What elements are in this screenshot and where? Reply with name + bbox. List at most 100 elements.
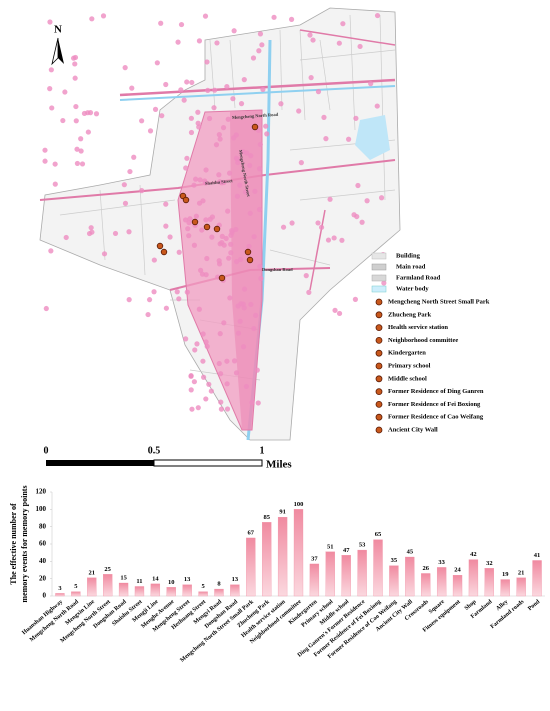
scale-segment bbox=[153, 459, 263, 467]
memory-dot bbox=[228, 250, 234, 256]
bar bbox=[357, 549, 367, 597]
memory-dot bbox=[238, 101, 245, 107]
legend-label: Farmland Road bbox=[396, 274, 441, 281]
memory-dot bbox=[195, 120, 201, 126]
value-label: 65 bbox=[375, 531, 382, 538]
legend-marker bbox=[375, 426, 383, 434]
value-label: 8 bbox=[217, 581, 221, 588]
memory-dot bbox=[151, 289, 157, 295]
memory-dot bbox=[195, 109, 201, 115]
bar bbox=[150, 583, 161, 597]
memory-dot bbox=[211, 105, 217, 111]
memory-dot bbox=[325, 237, 332, 243]
memory-dot bbox=[163, 223, 169, 229]
value-label: 85 bbox=[263, 514, 270, 521]
memory-dot bbox=[89, 16, 95, 22]
memory-dot bbox=[74, 160, 81, 167]
main-road bbox=[119, 78, 396, 97]
memory-dot bbox=[178, 87, 184, 93]
value-label: 13 bbox=[232, 576, 239, 583]
memory-dot bbox=[184, 79, 190, 85]
memory-point bbox=[182, 196, 190, 204]
x-tick-label: Pond bbox=[527, 599, 542, 613]
memory-dot bbox=[251, 325, 257, 332]
memory-dot bbox=[63, 234, 69, 241]
legend-swatch bbox=[371, 285, 387, 293]
memory-dot bbox=[188, 387, 194, 393]
memory-dot bbox=[225, 116, 231, 122]
legend-marker bbox=[375, 413, 383, 421]
legend-label: Main road bbox=[396, 263, 426, 270]
memory-dot bbox=[303, 273, 309, 279]
memory-dot bbox=[218, 406, 225, 412]
memory-dot bbox=[43, 305, 49, 312]
legend-marker bbox=[375, 388, 383, 396]
bar bbox=[103, 574, 113, 597]
memory-dot bbox=[247, 162, 253, 169]
memory-dot bbox=[248, 301, 254, 308]
memory-point bbox=[156, 242, 164, 250]
memory-dot bbox=[52, 181, 58, 187]
memory-dot bbox=[197, 177, 203, 183]
lake bbox=[355, 115, 390, 160]
value-label: 37 bbox=[311, 555, 318, 562]
bar bbox=[341, 555, 351, 597]
memory-dot bbox=[122, 65, 128, 71]
memory-dot bbox=[147, 128, 154, 134]
memory-point bbox=[246, 256, 254, 264]
legend-label: Neighborhood committee bbox=[388, 337, 458, 344]
memory-dot bbox=[185, 226, 191, 232]
memory-dot bbox=[73, 118, 79, 124]
value-label: 14 bbox=[152, 575, 159, 582]
legend-marker bbox=[375, 298, 383, 306]
memory-dot bbox=[331, 235, 337, 241]
bar bbox=[452, 575, 463, 597]
bar bbox=[55, 593, 65, 597]
memory-dot bbox=[163, 81, 169, 88]
legend-marker bbox=[375, 336, 383, 344]
memory-dot bbox=[60, 117, 66, 124]
memory-dot bbox=[289, 220, 295, 226]
memory-dot bbox=[167, 234, 173, 240]
memory-dot bbox=[346, 136, 352, 142]
memory-dot bbox=[315, 220, 321, 226]
memory-dot bbox=[184, 289, 190, 295]
memory-dot bbox=[233, 226, 239, 233]
bar bbox=[293, 509, 304, 597]
memory-dot bbox=[257, 263, 263, 269]
memory-dot bbox=[158, 20, 164, 26]
memory-dot bbox=[163, 201, 169, 207]
memory-dot bbox=[288, 16, 295, 22]
bar bbox=[500, 579, 510, 597]
memory-dot bbox=[368, 81, 374, 87]
memory-dot bbox=[212, 87, 218, 93]
legend-marker bbox=[375, 349, 383, 357]
memory-dot bbox=[336, 40, 342, 46]
memory-dot bbox=[203, 339, 209, 345]
value-label: 24 bbox=[454, 567, 461, 574]
memory-dot bbox=[207, 216, 213, 222]
memory-dot bbox=[332, 307, 338, 313]
map-legend: Building Main road Farmland Road Water body… bbox=[371, 252, 490, 434]
legend-label: Water body bbox=[396, 285, 429, 292]
memory-dot bbox=[196, 306, 202, 312]
bar bbox=[230, 584, 240, 597]
value-label: 21 bbox=[518, 569, 525, 576]
y-tick-label: 60 bbox=[39, 540, 47, 548]
bar bbox=[373, 539, 383, 597]
value-label: 67 bbox=[248, 529, 255, 536]
y-tick-label: 80 bbox=[39, 522, 47, 530]
memory-dot bbox=[252, 188, 258, 194]
memory-dot bbox=[219, 239, 225, 246]
memory-dot bbox=[278, 101, 284, 107]
memory-dot bbox=[176, 296, 182, 302]
memory-dot bbox=[352, 296, 359, 302]
value-label: 5 bbox=[74, 583, 78, 590]
legend-marker bbox=[375, 311, 383, 319]
memory-dot bbox=[204, 59, 210, 65]
memory-dot bbox=[49, 105, 55, 111]
bar bbox=[516, 577, 526, 597]
memory-dot bbox=[126, 229, 132, 235]
memory-dot bbox=[374, 12, 381, 19]
